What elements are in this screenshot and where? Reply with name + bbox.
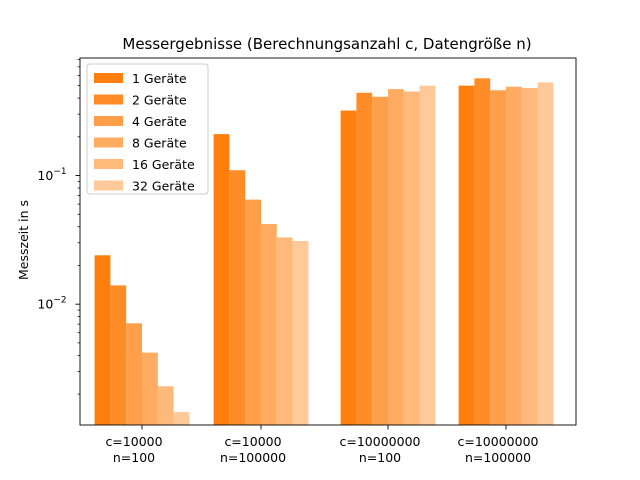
bar-6-4 bbox=[537, 82, 554, 425]
bar-5-2 bbox=[276, 237, 293, 425]
bar-1-2 bbox=[213, 134, 230, 425]
y-tick-label: 10−1 bbox=[37, 167, 66, 183]
legend-swatch-1 bbox=[94, 73, 123, 83]
x-tick-label: n=100 bbox=[359, 450, 401, 465]
x-tick-label: n=100000 bbox=[465, 450, 531, 465]
legend: 1 Geräte 2 Geräte 4 Geräte 8 Geräte 16 Gerät… bbox=[86, 63, 209, 195]
bar-3-1 bbox=[126, 323, 142, 425]
legend-label-5: 16 Geräte bbox=[132, 157, 195, 172]
x-tick-label: n=100 bbox=[113, 450, 155, 465]
x-tick-label: c=10000000 bbox=[458, 434, 539, 449]
chart-title: Messergebnisse (Berechnungsanzahl c, Dat… bbox=[122, 35, 531, 53]
bar-6-2 bbox=[292, 240, 309, 425]
bar-1-1 bbox=[94, 255, 111, 425]
legend-swatch-2 bbox=[94, 94, 123, 105]
bar-4-1 bbox=[142, 352, 158, 425]
x-tick-label: c=10000 bbox=[224, 434, 281, 449]
bar-4-2 bbox=[261, 224, 277, 425]
plot-frame bbox=[79, 57, 577, 426]
bar-3-3 bbox=[372, 96, 388, 425]
bar-1-3 bbox=[340, 110, 357, 425]
y-axis-label: Messzeit in s bbox=[16, 200, 31, 280]
bar-5-4 bbox=[521, 87, 538, 426]
bar-4-3 bbox=[388, 89, 404, 425]
legend-label-4: 8 Geräte bbox=[132, 136, 187, 151]
bar-3-2 bbox=[245, 199, 261, 425]
bar-2-4 bbox=[474, 78, 491, 425]
bar-2-2 bbox=[229, 170, 246, 425]
legend-label-3: 4 Geräte bbox=[132, 114, 187, 129]
axes-layer: 10−210−1c=10000n=100c=10000n=100000c=100… bbox=[37, 57, 577, 465]
x-tick-label: c=10000 bbox=[105, 434, 162, 449]
legend-label-1: 1 Geräte bbox=[132, 71, 187, 86]
legend-label-6: 32 Geräte bbox=[132, 179, 195, 194]
legend-swatch-5 bbox=[94, 159, 123, 169]
bar-5-1 bbox=[157, 386, 174, 425]
bar-1-4 bbox=[458, 85, 475, 425]
legend-label-2: 2 Geräte bbox=[132, 93, 187, 108]
bar-5-3 bbox=[403, 91, 420, 426]
bar-6-3 bbox=[419, 85, 436, 425]
legend-swatch-6 bbox=[94, 180, 123, 191]
bar-4-4 bbox=[506, 86, 522, 425]
y-tick-label: 10−2 bbox=[37, 296, 66, 312]
x-tick-label: n=100000 bbox=[220, 450, 286, 465]
legend-swatch-3 bbox=[94, 116, 123, 126]
legend-swatch-4 bbox=[94, 137, 123, 148]
bar-2-1 bbox=[110, 285, 127, 425]
bars-layer bbox=[94, 78, 554, 426]
bar-2-3 bbox=[356, 92, 373, 425]
bar-6-1 bbox=[173, 412, 190, 425]
bar-3-4 bbox=[490, 90, 506, 425]
x-tick-label: c=10000000 bbox=[340, 434, 421, 449]
